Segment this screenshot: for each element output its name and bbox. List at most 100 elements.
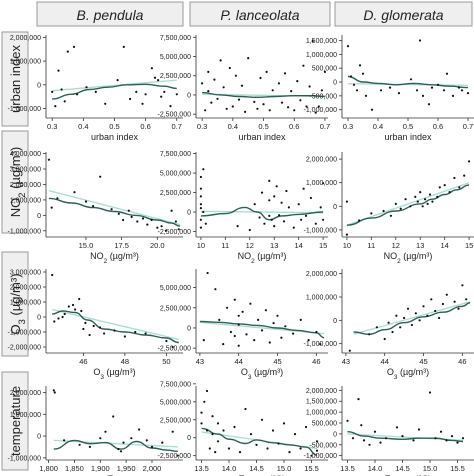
data-point [458,186,461,189]
y-tick-label: 1,000,000 [10,412,41,419]
x-tick-label: 1,850 [65,464,84,473]
row-strip-box [1,31,29,127]
data-point [247,57,250,60]
y-tick-label: -500,000 [309,93,337,100]
x-tick-label: 0.3 [47,122,57,131]
y-tick-label: 3,000,000 [10,270,41,277]
smooth-fit-line [52,310,179,344]
y-tick-label: 1,500,000 [306,38,337,45]
data-point [358,64,362,67]
data-point [134,330,137,334]
data-point [284,325,287,328]
data-point [388,86,392,89]
data-point [466,92,470,95]
row-strip-box [1,371,29,471]
row-strip-box [1,130,29,234]
data-point [225,107,228,110]
y-tick-label: 0 [333,431,337,438]
data-point [456,441,459,444]
data-point [292,332,295,335]
data-point [319,206,322,209]
column-title: D. glomerata [363,7,443,23]
data-point [51,273,54,277]
y-tick-label: 7,500,000 [160,151,191,158]
x-axis-title: O3 (µg/m³) [387,367,429,381]
data-point [47,158,51,161]
y-tick-label: 0 [187,92,191,99]
data-point [468,160,471,163]
data-point [200,411,203,414]
y-tick-label: -1,000,000 [8,455,42,462]
data-point [170,209,173,212]
data-point [236,225,239,228]
data-point [123,335,126,338]
data-point [260,191,264,194]
data-point [92,205,95,208]
data-point [160,95,163,98]
data-point [370,108,374,111]
data-point [260,418,264,421]
data-point [445,293,448,296]
panel-r0-c0: -1,000,000 0 1,000,000 2,000,000 0.3 0.4 0.5 0.… [8,35,183,142]
y-tick-label: 2,500,000 [160,417,191,424]
data-point [88,445,91,448]
x-tick-label: 13 [270,241,278,250]
data-point [442,89,446,92]
data-point [268,109,271,112]
data-point [130,215,133,218]
data-point [244,110,247,113]
x-tick-label: 0.5 [258,122,268,131]
x-tick-label: 48 [121,357,129,366]
data-point [57,317,60,320]
data-point [130,437,133,440]
data-point [207,70,210,73]
row-strip-3: temperature [1,371,29,471]
data-point [163,90,166,93]
y-tick-label: 4,000,000 [10,151,41,158]
data-point [349,75,353,78]
data-point [299,447,302,450]
y-tick-label: -2,500,000 [158,346,192,353]
x-tick-label: 45 [419,357,427,366]
data-point [448,191,451,194]
x-tick-label: 46 [312,357,320,366]
data-point [305,105,308,108]
data-point [171,430,174,433]
data-point [315,440,319,443]
x-tick-label: 15.0 [423,464,438,473]
data-point [357,398,360,401]
data-point [150,445,154,448]
x-tick-label: 2,000 [143,464,162,473]
data-point [256,107,259,110]
data-point [421,205,424,208]
x-tick-label: 15 [465,241,473,250]
x-tick-label: 13 [416,241,424,250]
y-tick-label: 1,500,000 [306,399,337,406]
data-point [397,92,401,95]
data-point [451,94,455,97]
data-point [266,447,269,450]
data-point [51,90,54,93]
data-point [202,168,205,171]
data-point [287,206,290,209]
data-point [370,212,373,215]
data-point [430,86,434,89]
data-point [150,67,153,70]
data-point [169,105,172,108]
data-point [314,111,317,114]
data-point [394,202,397,205]
data-point [202,210,205,214]
data-point [345,233,348,236]
x-tick-label: 0.4 [228,122,238,131]
data-point [395,314,398,317]
data-point [436,195,439,198]
data-point [428,193,432,196]
y-tick-label: 0 [333,204,337,211]
x-tick-label: 12 [392,241,400,250]
data-point [461,284,464,287]
data-point [296,80,299,83]
x-axis-title: NO2 (µg/m³) [238,251,287,265]
data-point [271,429,275,432]
data-point [268,199,271,202]
data-point [460,89,464,92]
